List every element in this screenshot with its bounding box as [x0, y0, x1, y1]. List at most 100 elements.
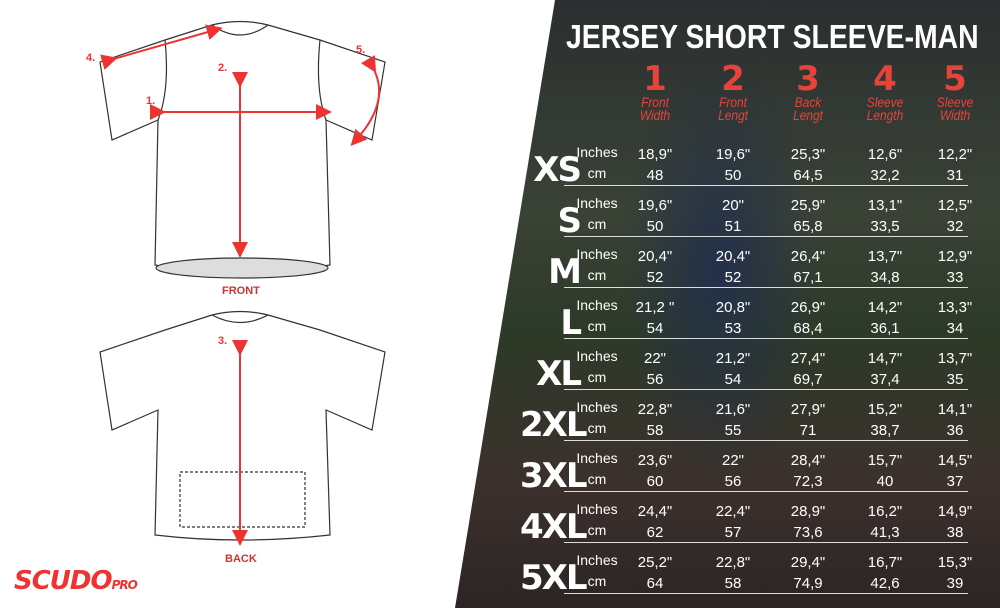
cm-value: 54	[724, 371, 742, 388]
row-divider	[564, 491, 968, 492]
cm-value: 69,7	[793, 371, 823, 388]
size-label: L	[560, 303, 582, 343]
cm-value: 38	[946, 524, 964, 541]
inches-value: 27,9"	[790, 401, 826, 418]
inches-value: 12,2"	[937, 146, 973, 163]
inches-label: Inches	[576, 297, 618, 313]
page-title: JERSEY SHORT SLEEVE-MAN	[566, 18, 979, 55]
cm-value: 67,1	[793, 269, 823, 286]
inches-label: Inches	[576, 195, 618, 211]
inches-value: 24,4"	[637, 503, 673, 520]
cm-value: 37	[946, 473, 964, 490]
inches-value: 20,4"	[637, 248, 673, 265]
inches-value: 14,2"	[867, 299, 903, 316]
cm-value: 37,4	[870, 371, 900, 388]
inches-label: Inches	[576, 552, 618, 568]
inches-value: 22,8"	[637, 401, 673, 418]
cm-value: 50	[646, 218, 664, 235]
size-label: 5XL	[520, 558, 588, 598]
cm-label: cm	[587, 318, 607, 334]
cm-value: 40	[876, 473, 894, 490]
back-caption: BACK	[225, 553, 257, 565]
cm-value: 38,7	[870, 422, 900, 439]
marker-2: 2.	[218, 62, 228, 74]
marker-4: 4.	[86, 52, 96, 64]
cm-value: 53	[724, 320, 742, 337]
inches-value: 25,9"	[790, 197, 826, 214]
cm-label: cm	[587, 216, 607, 232]
cm-label: cm	[587, 267, 607, 283]
cm-value: 33	[946, 269, 964, 286]
cm-value: 74,9	[793, 575, 823, 592]
column-header: 1 Front Width	[620, 62, 690, 122]
cm-value: 36	[946, 422, 964, 439]
inches-value: 26,4"	[790, 248, 826, 265]
inches-value: 13,7"	[937, 350, 973, 367]
inches-value: 22,8"	[715, 554, 751, 571]
size-row: 2XL Inches cm 22,8" 58 21,6" 55 27,9" 71 15,2" 3…	[520, 399, 980, 450]
column-label: Sleeve Width	[936, 94, 974, 123]
inches-value: 15,7"	[867, 452, 903, 469]
cm-value: 56	[724, 473, 742, 490]
inches-value: 21,2"	[715, 350, 751, 367]
inches-label: Inches	[576, 501, 618, 517]
inches-value: 22"	[721, 452, 744, 469]
inches-value: 15,3"	[937, 554, 973, 571]
cm-value: 54	[646, 320, 664, 337]
inches-value: 26,9"	[790, 299, 826, 316]
scudo-pro-logo: SCUDOPRO	[14, 566, 138, 596]
size-label: M	[548, 252, 582, 292]
size-row: S Inches cm 19,6" 50 20" 51 25,9" 65,8 13,1" 33,…	[520, 195, 980, 246]
cm-value: 34	[946, 320, 964, 337]
column-header: 3 Back Lengt	[773, 62, 843, 122]
inches-value: 15,2"	[867, 401, 903, 418]
row-divider	[564, 236, 968, 237]
column-label: Front Width	[639, 94, 671, 123]
inches-value: 13,7"	[867, 248, 903, 265]
inches-value: 14,9"	[937, 503, 973, 520]
cm-value: 32	[946, 218, 964, 235]
cm-value: 31	[946, 167, 964, 184]
inches-value: 29,4"	[790, 554, 826, 571]
inches-value: 21,2 "	[635, 299, 675, 316]
inches-value: 20"	[721, 197, 744, 214]
column-header: 4 Sleeve Length	[850, 62, 920, 122]
inches-value: 28,9"	[790, 503, 826, 520]
inches-value: 20,8"	[715, 299, 751, 316]
cm-value: 71	[799, 422, 817, 439]
row-divider	[564, 440, 968, 441]
row-divider	[564, 185, 968, 186]
inches-value: 12,9"	[937, 248, 973, 265]
inches-value: 27,4"	[790, 350, 826, 367]
column-number: 5	[943, 59, 967, 99]
cm-value: 68,4	[793, 320, 823, 337]
cm-value: 34,8	[870, 269, 900, 286]
size-label: 2XL	[520, 405, 588, 445]
inches-value: 25,2"	[637, 554, 673, 571]
cm-value: 39	[946, 575, 964, 592]
cm-value: 64,5	[793, 167, 823, 184]
cm-value: 50	[724, 167, 742, 184]
inches-value: 13,1"	[867, 197, 903, 214]
cm-value: 35	[946, 371, 964, 388]
size-row: XS Inches cm 18,9" 48 19,6" 50 25,3" 64,5 12,6"…	[520, 144, 980, 195]
cm-value: 52	[646, 269, 664, 286]
marker-3: 3.	[218, 335, 228, 347]
column-number: 1	[643, 59, 667, 99]
column-number: 2	[721, 59, 745, 99]
inches-value: 13,3"	[937, 299, 973, 316]
cm-value: 65,8	[793, 218, 823, 235]
cm-value: 64	[646, 575, 664, 592]
inches-value: 19,6"	[715, 146, 751, 163]
size-row: XL Inches cm 22" 56 21,2" 54 27,4" 69,7 14,7" 37…	[520, 348, 980, 399]
size-row: 5XL Inches cm 25,2" 64 22,8" 58 29,4" 74,9 16,7…	[520, 552, 980, 603]
marker-1: 1.	[146, 95, 156, 107]
front-caption: FRONT	[222, 285, 260, 297]
inches-value: 12,6"	[867, 146, 903, 163]
cm-value: 33,5	[870, 218, 900, 235]
size-label: 4XL	[520, 507, 588, 547]
size-label: 3XL	[520, 456, 588, 496]
cm-value: 41,3	[870, 524, 900, 541]
cm-label: cm	[587, 369, 607, 385]
